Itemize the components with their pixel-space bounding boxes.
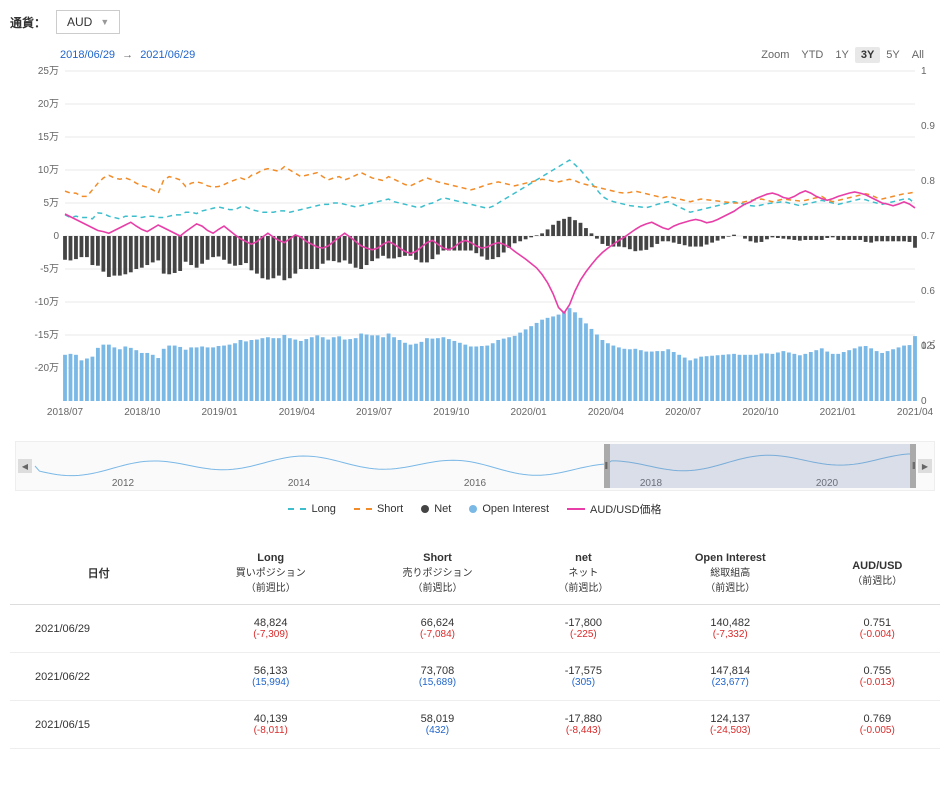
currency-selector-row: 通貨： AUD ▼ xyxy=(10,10,940,34)
svg-text:2021/01: 2021/01 xyxy=(820,407,857,418)
zoom-btn-ytd[interactable]: YTD xyxy=(795,47,829,63)
chevron-down-icon: ▼ xyxy=(100,17,109,27)
legend-item[interactable]: AUD/USD価格 xyxy=(567,501,662,517)
svg-text:2016: 2016 xyxy=(464,478,487,488)
date-range[interactable]: 2018/06/29 → 2021/06/29 xyxy=(60,49,195,61)
svg-text:2020/01: 2020/01 xyxy=(511,407,548,418)
legend-item[interactable]: Net xyxy=(421,501,451,517)
col-header: 日付 xyxy=(10,542,187,605)
table-row: 2021/06/1540,139(-8,011)58,019(432)-17,8… xyxy=(10,701,940,749)
currency-value: AUD xyxy=(67,15,92,29)
svg-text:25万: 25万 xyxy=(38,66,59,77)
svg-text:2018/10: 2018/10 xyxy=(124,407,161,418)
chart-svg: 25万 20万 15万 10万 5万 0 -5万 -10万 -15万 -20万 1 0.9 0.8 0.7… xyxy=(15,66,935,436)
svg-text:-20万: -20万 xyxy=(35,363,59,374)
range-navigator[interactable]: ◀ 20122014201620182020 ||| ||| ▶ xyxy=(15,441,935,491)
zoom-label: Zoom xyxy=(761,49,789,61)
svg-text:1: 1 xyxy=(921,66,927,77)
svg-text:-15万: -15万 xyxy=(35,330,59,341)
legend-item[interactable]: Long xyxy=(288,501,335,517)
legend: Long Short Net Open Interest AUD/USD価格 xyxy=(10,501,940,517)
svg-text:2018/07: 2018/07 xyxy=(47,407,84,418)
svg-text:0.9: 0.9 xyxy=(921,121,935,132)
main-chart: 25万 20万 15万 10万 5万 0 -5万 -10万 -15万 -20万 1 0.9 0.8 0.7… xyxy=(15,66,935,436)
currency-label: 通貨： xyxy=(10,14,46,31)
svg-text:2019/01: 2019/01 xyxy=(201,407,238,418)
svg-text:0: 0 xyxy=(921,396,927,407)
col-header: Open Interest総取組高（前週比） xyxy=(646,542,815,605)
nav-arrow-right-icon[interactable]: ▶ xyxy=(918,459,932,473)
svg-text:2020/04: 2020/04 xyxy=(588,407,625,418)
svg-text:2014: 2014 xyxy=(288,478,311,488)
svg-text:-10万: -10万 xyxy=(35,297,59,308)
col-header: Short売りポジション（前週比） xyxy=(354,542,521,605)
svg-text:2020/10: 2020/10 xyxy=(742,407,779,418)
nav-arrow-left-icon[interactable]: ◀ xyxy=(18,459,32,473)
legend-item[interactable]: Open Interest xyxy=(469,501,549,517)
svg-text:0: 0 xyxy=(53,231,59,242)
svg-text:2012: 2012 xyxy=(112,478,135,488)
svg-text:10万: 10万 xyxy=(38,165,59,176)
svg-text:12万: 12万 xyxy=(921,341,935,352)
svg-text:2019/07: 2019/07 xyxy=(356,407,393,418)
svg-text:2021/04: 2021/04 xyxy=(897,407,934,418)
zoom-btn-3y[interactable]: 3Y xyxy=(855,47,880,63)
table-row: 2021/06/2256,133(15,994)73,708(15,689)-1… xyxy=(10,653,940,701)
svg-text:2019/04: 2019/04 xyxy=(279,407,316,418)
svg-text:5万: 5万 xyxy=(43,198,59,209)
table-row: 2021/06/2948,824(-7,309)66,624(-7,084)-1… xyxy=(10,605,940,653)
svg-text:0.7: 0.7 xyxy=(921,231,935,242)
data-table: 日付Long買いポジション（前週比）Short売りポジション（前週比）netネッ… xyxy=(10,542,940,749)
col-header: Long買いポジション（前週比） xyxy=(187,542,354,605)
col-header: netネット（前週比） xyxy=(521,542,646,605)
svg-text:2020/07: 2020/07 xyxy=(665,407,702,418)
zoom-btn-1y[interactable]: 1Y xyxy=(829,47,854,63)
svg-text:0.8: 0.8 xyxy=(921,176,935,187)
svg-text:0.6: 0.6 xyxy=(921,286,935,297)
nav-selection[interactable]: ||| ||| xyxy=(604,444,916,488)
col-header: AUD/USD（前週比） xyxy=(815,542,940,605)
svg-text:15万: 15万 xyxy=(38,132,59,143)
legend-item[interactable]: Short xyxy=(354,501,403,517)
zoom-controls: Zoom YTD1Y3Y5YAll xyxy=(761,49,930,61)
svg-text:20万: 20万 xyxy=(38,99,59,110)
svg-text:2019/10: 2019/10 xyxy=(433,407,470,418)
chart-controls-row: 2018/06/29 → 2021/06/29 Zoom YTD1Y3Y5YAl… xyxy=(10,49,940,61)
zoom-btn-5y[interactable]: 5Y xyxy=(880,47,905,63)
currency-select[interactable]: AUD ▼ xyxy=(56,10,120,34)
zoom-btn-all[interactable]: All xyxy=(906,47,930,63)
svg-text:-5万: -5万 xyxy=(40,264,59,275)
